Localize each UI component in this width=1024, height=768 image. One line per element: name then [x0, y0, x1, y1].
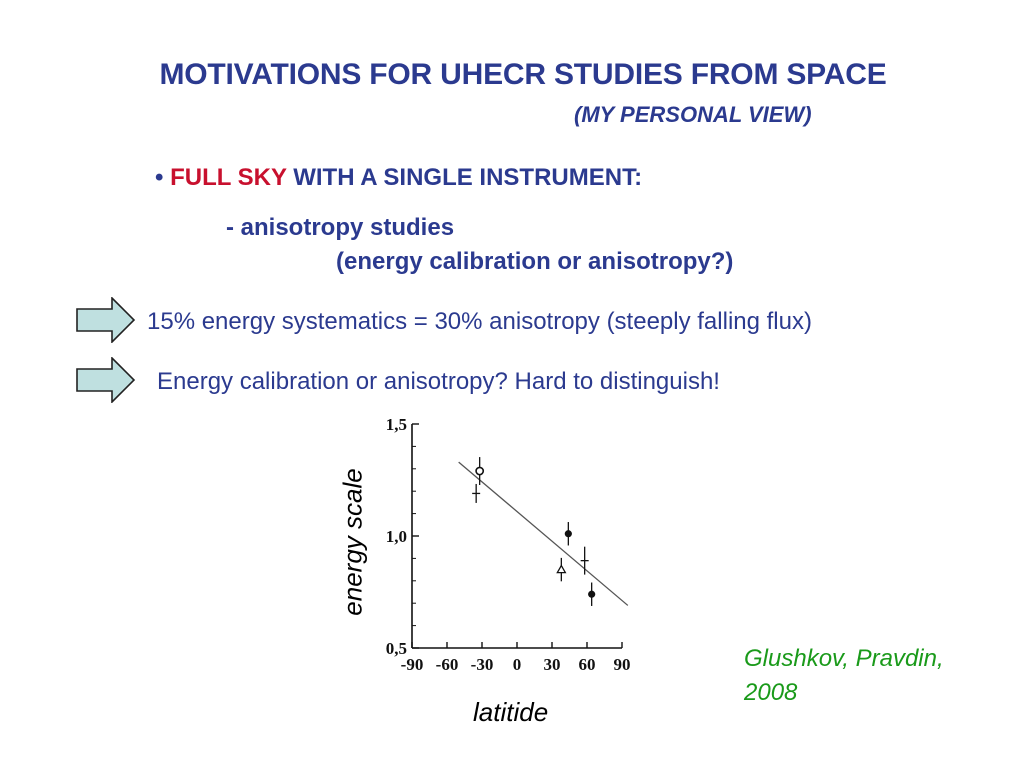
bullet-rest: WITH A SINGLE INSTRUMENT: — [286, 164, 643, 191]
y-tick-label: 1,0 — [386, 527, 407, 546]
bullet-marker: • — [155, 164, 164, 191]
right-arrow-icon — [76, 297, 136, 343]
marker-open-circle — [475, 466, 485, 476]
data-point-cross — [580, 546, 589, 575]
marker-open-triangle — [556, 564, 567, 574]
y-tick-label: 1,5 — [386, 415, 407, 434]
right-arrow-icon — [76, 357, 136, 403]
chart-y-axis-label: energy scale — [337, 468, 368, 616]
sub-item-anisotropy: - anisotropy studies — [226, 214, 455, 241]
fit-line — [458, 461, 629, 606]
data-point-filled-circle — [588, 582, 596, 606]
point-energy-systematics: 15% energy systematics = 30% anisotropy … — [147, 308, 812, 335]
chart-x-axis-label: latitide — [473, 697, 549, 727]
data-point-open-circle — [475, 457, 485, 485]
energy-scale-chart: -90 -60 -30 0 30 60 90 0,5 1,0 1,5 — [386, 415, 631, 674]
x-tick-label: 90 — [614, 655, 631, 674]
data-point-cross — [472, 483, 481, 503]
x-tick-label: -90 — [401, 655, 424, 674]
data-point-filled-circle — [564, 522, 572, 546]
marker-filled-circle — [564, 530, 572, 538]
slide-title: MOTIVATIONS FOR UHECR STUDIES FROM SPACE — [159, 58, 887, 91]
x-tick-label: 60 — [579, 655, 596, 674]
data-point-open-triangle — [556, 557, 567, 582]
marker-filled-circle — [588, 590, 596, 598]
x-tick-label: -30 — [471, 655, 494, 674]
bullet-highlight: FULL SKY — [170, 164, 287, 191]
x-tick-label: -60 — [436, 655, 459, 674]
x-tick-label: 30 — [544, 655, 561, 674]
slide-subtitle: (MY PERSONAL VIEW) — [574, 102, 812, 127]
point-hard-to-distinguish: Energy calibration or anisotropy? Hard t… — [157, 368, 720, 395]
sub-item-note: (energy calibration or anisotropy?) — [336, 248, 734, 275]
x-tick-label: 0 — [513, 655, 522, 674]
bullet-full-sky: • FULL SKY WITH A SINGLE INSTRUMENT: — [155, 164, 642, 192]
citation-credit: Glushkov, Pravdin, 2008 — [744, 645, 944, 706]
y-tick-label: 0,5 — [386, 639, 407, 658]
